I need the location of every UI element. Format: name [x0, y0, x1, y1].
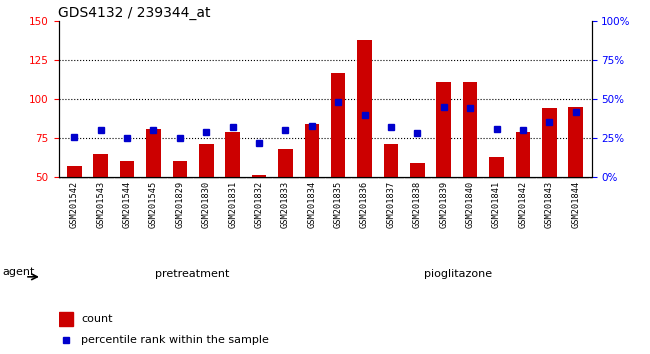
Text: GSM201842: GSM201842: [519, 180, 527, 228]
Bar: [331, 73, 345, 177]
Text: pioglitazone: pioglitazone: [424, 269, 492, 279]
Text: GSM201543: GSM201543: [96, 180, 105, 228]
Bar: [568, 107, 583, 177]
Bar: [67, 166, 82, 177]
Text: GSM201839: GSM201839: [439, 180, 448, 228]
Bar: [146, 129, 161, 177]
Text: pretreatment: pretreatment: [155, 269, 229, 279]
Bar: [278, 149, 292, 177]
Bar: [489, 157, 504, 177]
Text: GSM201834: GSM201834: [307, 180, 317, 228]
Text: GSM201836: GSM201836: [360, 180, 369, 228]
Text: GDS4132 / 239344_at: GDS4132 / 239344_at: [58, 6, 211, 20]
Bar: [120, 161, 135, 177]
Text: GSM201835: GSM201835: [333, 180, 343, 228]
Bar: [58, 313, 73, 326]
Text: GSM201544: GSM201544: [123, 180, 131, 228]
Bar: [463, 82, 477, 177]
Text: GSM201837: GSM201837: [387, 180, 395, 228]
Bar: [515, 132, 530, 177]
Text: GSM201829: GSM201829: [176, 180, 185, 228]
Bar: [199, 144, 213, 177]
Text: percentile rank within the sample: percentile rank within the sample: [81, 335, 268, 345]
Text: GSM201838: GSM201838: [413, 180, 422, 228]
Bar: [94, 154, 108, 177]
Text: GSM201830: GSM201830: [202, 180, 211, 228]
Text: GSM201542: GSM201542: [70, 180, 79, 228]
Bar: [226, 132, 240, 177]
Text: GSM201832: GSM201832: [255, 180, 263, 228]
Text: GSM201844: GSM201844: [571, 180, 580, 228]
Bar: [358, 40, 372, 177]
Text: GSM201843: GSM201843: [545, 180, 554, 228]
Bar: [173, 161, 187, 177]
Text: agent: agent: [3, 267, 34, 277]
Text: GSM201840: GSM201840: [465, 180, 474, 228]
Bar: [252, 176, 266, 177]
Bar: [542, 108, 556, 177]
Text: GSM201545: GSM201545: [149, 180, 158, 228]
Bar: [410, 163, 424, 177]
Bar: [305, 124, 319, 177]
Text: GSM201831: GSM201831: [228, 180, 237, 228]
Bar: [437, 82, 451, 177]
Text: count: count: [81, 314, 112, 324]
Text: GSM201833: GSM201833: [281, 180, 290, 228]
Bar: [384, 144, 398, 177]
Text: GSM201841: GSM201841: [492, 180, 501, 228]
